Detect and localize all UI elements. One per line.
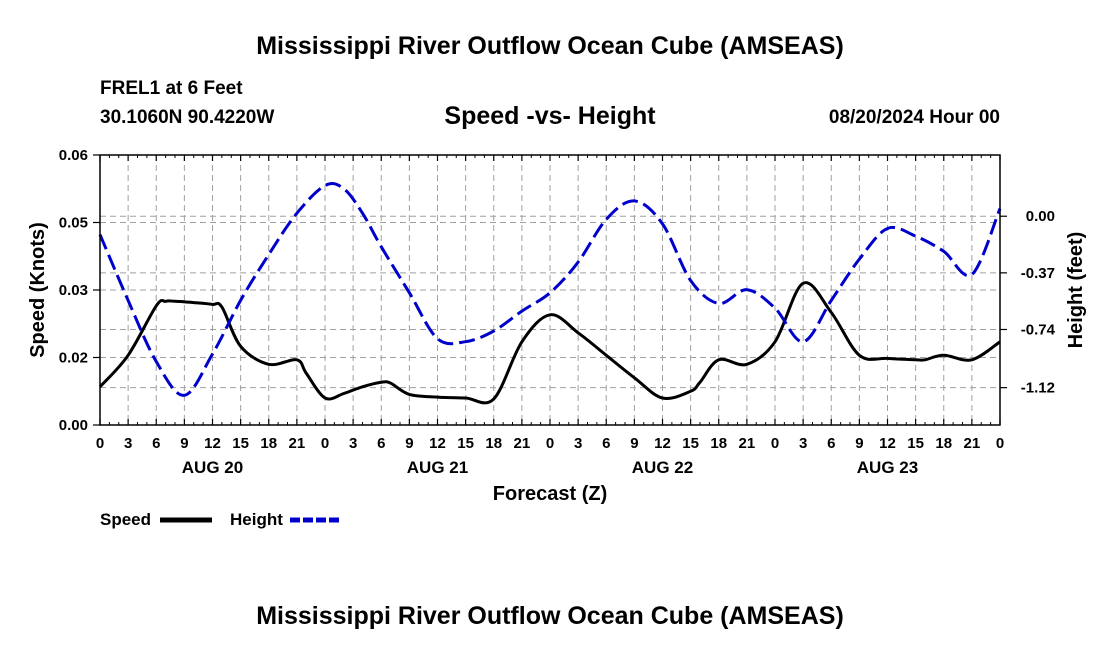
x-tick-label: 21 [964, 435, 981, 452]
x-tick-label: 3 [349, 435, 357, 452]
x-tick-label: 3 [124, 435, 132, 452]
x-tick-label: 0 [546, 435, 554, 452]
chart-subtitle: Speed -vs- Height [444, 102, 656, 130]
y-tick-label: 0.02 [59, 350, 88, 367]
x-tick-label: 21 [739, 435, 756, 452]
x-tick-label: 18 [710, 435, 727, 452]
x-tick-label: 21 [514, 435, 531, 452]
legend-label-speed: Speed [100, 510, 151, 529]
y-axis-label: Speed (Knots) [27, 222, 49, 358]
y2-tick-label: -0.37 [1021, 265, 1055, 282]
x-tick-label: 12 [204, 435, 221, 452]
day-label: AUG 20 [182, 458, 243, 477]
day-label: AUG 22 [632, 458, 693, 477]
x-tick-label: 3 [574, 435, 582, 452]
x-tick-label: 0 [321, 435, 329, 452]
x-tick-label: 18 [260, 435, 277, 452]
x-tick-label: 9 [630, 435, 638, 452]
x-tick-label: 18 [485, 435, 502, 452]
x-tick-label: 15 [682, 435, 699, 452]
y-tick-label: 0.05 [59, 215, 88, 232]
x-tick-label: 12 [879, 435, 896, 452]
x-tick-label: 6 [377, 435, 385, 452]
chart-title: Mississippi River Outflow Ocean Cube (AM… [256, 32, 844, 60]
x-tick-label: 6 [827, 435, 835, 452]
series-line-height [98, 182, 1002, 397]
x-tick-label: 9 [180, 435, 188, 452]
x-tick-label: 0 [996, 435, 1004, 452]
station-label: FREL1 at 6 Feet [100, 78, 243, 99]
issued-time-label: 08/20/2024 Hour 00 [829, 107, 1000, 128]
y2-tick-label: -0.74 [1021, 321, 1056, 338]
y2-tick-label: -1.12 [1021, 380, 1055, 397]
coordinates-label: 30.1060N 90.4220W [100, 107, 274, 128]
x-tick-label: 0 [771, 435, 779, 452]
x-tick-label: 12 [654, 435, 671, 452]
x-tick-label: 6 [602, 435, 610, 452]
day-label: AUG 21 [407, 458, 468, 477]
y2-tick-label: 0.00 [1026, 208, 1055, 225]
x-tick-label: 9 [405, 435, 413, 452]
axes: 0 3 6 9 12 15 18 21 0 3 6 9 12 15 18 21 0 3 6 9 12 15 18 21 0 3 6 9… [59, 147, 1056, 477]
x-tick-label: 6 [152, 435, 160, 452]
y-tick-label: 0.00 [59, 417, 88, 434]
footer-title: Mississippi River Outflow Ocean Cube (AM… [256, 602, 844, 630]
x-tick-label: 12 [429, 435, 446, 452]
x-tick-label: 9 [855, 435, 863, 452]
y-tick-label: 0.03 [59, 282, 88, 299]
grid [100, 155, 1000, 425]
series-line-speed [98, 281, 1001, 405]
legend: Speed Height [100, 510, 342, 529]
legend-label-height: Height [230, 510, 283, 529]
day-label: AUG 23 [857, 458, 918, 477]
x-tick-label: 15 [907, 435, 924, 452]
x-tick-label: 21 [289, 435, 306, 452]
series-layer [98, 182, 1002, 405]
y2-axis-label: Height (feet) [1065, 232, 1087, 349]
x-tick-label: 15 [232, 435, 249, 452]
x-axis-label: Forecast (Z) [493, 483, 607, 505]
x-tick-label: 0 [96, 435, 104, 452]
x-tick-label: 3 [799, 435, 807, 452]
x-tick-label: 15 [457, 435, 474, 452]
x-tick-label: 18 [935, 435, 952, 452]
y-tick-label: 0.06 [59, 147, 88, 164]
